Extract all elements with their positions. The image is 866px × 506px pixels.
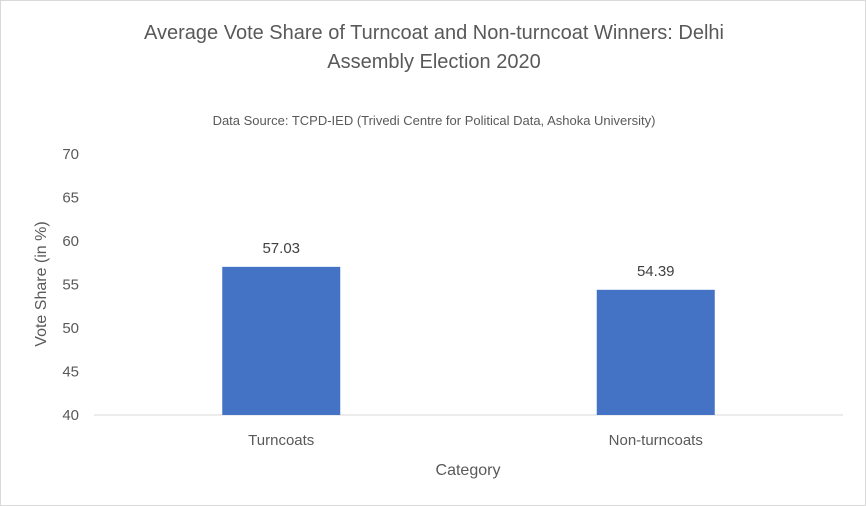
y-tick-label: 40 xyxy=(62,407,79,424)
x-axis-title: Category xyxy=(436,462,501,479)
bar-value-label: 57.03 xyxy=(262,240,300,257)
bar-series xyxy=(222,266,715,415)
x-tick-label: Non-turncoats xyxy=(609,432,703,449)
y-tick-label: 45 xyxy=(62,364,79,381)
y-axis-title: Vote Share (in %) xyxy=(33,221,50,346)
data-labels: 57.03 54.39 xyxy=(262,240,674,280)
bar-turncoats xyxy=(222,266,341,415)
chart-title-line-2: Assembly Election 2020 xyxy=(327,51,540,73)
bar-non-turncoats xyxy=(596,289,715,415)
y-tick-label: 50 xyxy=(62,320,79,337)
x-axis-ticks: Turncoats Non-turncoats xyxy=(248,432,703,449)
chart-title-line-1: Average Vote Share of Turncoat and Non-t… xyxy=(144,22,724,44)
y-tick-label: 65 xyxy=(62,190,79,207)
y-axis-ticks: 40 45 50 55 60 65 70 xyxy=(62,146,79,424)
y-tick-label: 60 xyxy=(62,233,79,250)
y-tick-label: 55 xyxy=(62,277,79,294)
bar-value-label: 54.39 xyxy=(637,263,675,280)
chart-subtitle: Data Source: TCPD-IED (Trivedi Centre fo… xyxy=(213,113,656,128)
y-tick-label: 70 xyxy=(62,146,79,163)
x-tick-label: Turncoats xyxy=(248,432,314,449)
